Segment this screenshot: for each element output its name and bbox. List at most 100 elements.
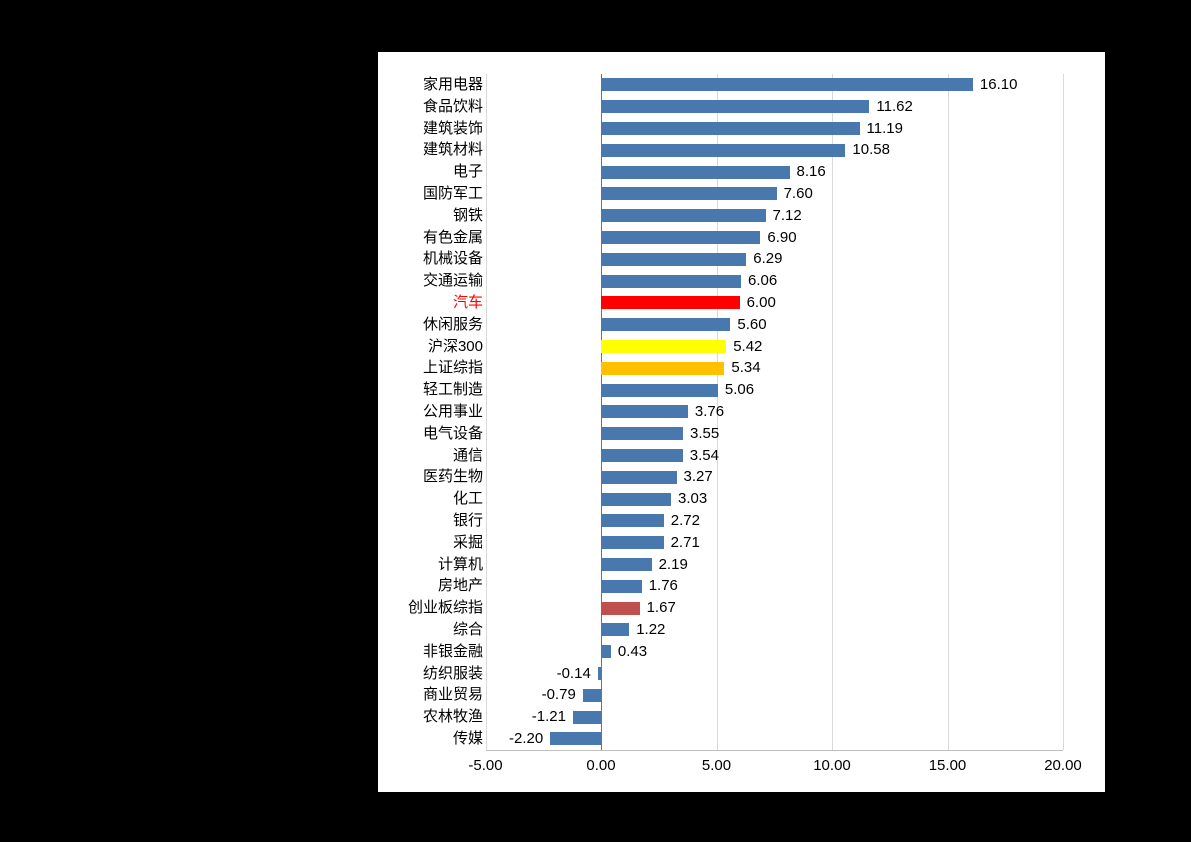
bar — [601, 427, 683, 441]
value-label: 5.60 — [737, 315, 767, 333]
bar — [601, 449, 683, 462]
bar — [573, 710, 601, 724]
value-label: 11.62 — [876, 97, 913, 115]
value-label: 7.60 — [783, 184, 813, 202]
value-label: 6.90 — [767, 228, 797, 246]
bar-chart-panel: -5.00 0.00 5.00 10.00 15.00 20.00 家用电器 16.10 食品饮… — [378, 52, 1105, 792]
value-label: 5.06 — [724, 381, 755, 399]
x-tick-label: 5.00 — [701, 757, 732, 774]
value-label: 1.76 — [648, 577, 678, 595]
value-label: -1.21 — [531, 708, 566, 726]
category-label: 通信 — [452, 446, 483, 464]
gridline — [947, 74, 949, 750]
value-label: 8.16 — [796, 163, 826, 181]
value-label: 10.58 — [852, 141, 890, 159]
value-label: 2.71 — [670, 533, 700, 551]
gridline — [485, 74, 487, 750]
category-label: 食品饮料 — [422, 97, 483, 115]
category-label: 沪深300 — [427, 337, 483, 355]
gridline — [716, 74, 718, 750]
value-label: 6.06 — [748, 272, 778, 290]
category-label: 公用事业 — [422, 402, 483, 420]
value-label: 1.67 — [646, 599, 676, 617]
bar — [601, 340, 727, 353]
x-tick-label: -5.00 — [468, 757, 503, 774]
value-label: 2.19 — [658, 555, 688, 573]
bar — [601, 274, 741, 288]
bar — [601, 143, 846, 157]
bar — [601, 536, 664, 550]
x-axis-line — [485, 750, 1063, 751]
value-label: 0.43 — [617, 642, 648, 660]
category-label: 创业板综指 — [407, 599, 483, 617]
category-label: 轻工制造 — [422, 381, 483, 399]
value-label: 7.12 — [772, 206, 802, 224]
value-label: 5.42 — [733, 337, 763, 355]
category-label: 医药生物 — [422, 468, 483, 486]
category-label: 非银金融 — [422, 642, 483, 660]
value-label: 3.76 — [694, 402, 725, 420]
value-label: 16.10 — [979, 75, 1018, 93]
bar — [601, 579, 642, 593]
category-label: 钢铁 — [452, 206, 483, 224]
x-tick-label: 15.00 — [928, 757, 967, 774]
category-label: 建筑材料 — [422, 141, 483, 159]
category-label: 化工 — [452, 490, 483, 508]
bar — [601, 558, 652, 571]
bar — [582, 688, 601, 702]
category-label: 有色金属 — [422, 228, 483, 246]
gridline — [832, 74, 833, 750]
category-label: 家用电器 — [422, 75, 483, 93]
category-label: 计算机 — [437, 555, 483, 573]
category-label: 国防军工 — [422, 184, 483, 202]
bar — [601, 492, 671, 506]
category-label: 上证综指 — [422, 359, 483, 377]
bar — [601, 122, 860, 135]
value-label: 3.55 — [690, 424, 720, 442]
category-label: 采掘 — [452, 533, 483, 551]
category-label: 汽车 — [452, 293, 483, 311]
x-tick-label: 0.00 — [586, 757, 616, 774]
value-label: 1.22 — [636, 620, 666, 638]
value-label: -0.14 — [556, 664, 591, 682]
category-label: 电气设备 — [422, 424, 483, 442]
bar — [601, 623, 630, 637]
bar — [601, 383, 718, 397]
value-label: -2.20 — [508, 729, 544, 747]
value-label: 3.54 — [689, 446, 719, 464]
category-label: 农林牧渔 — [422, 708, 483, 726]
bar — [601, 78, 973, 92]
category-label: 传媒 — [452, 729, 483, 747]
bar — [601, 405, 688, 419]
bar — [601, 296, 740, 310]
bar — [601, 209, 766, 223]
value-label: 3.03 — [678, 490, 708, 508]
category-label: 电子 — [452, 163, 483, 181]
bar — [601, 100, 870, 114]
value-label: 5.34 — [731, 359, 761, 377]
value-label: 6.29 — [753, 250, 783, 268]
value-label: 6.00 — [746, 293, 776, 311]
bar — [601, 252, 747, 266]
bar — [601, 470, 677, 484]
bar — [601, 187, 777, 201]
category-label: 休闲服务 — [422, 315, 483, 333]
category-label: 综合 — [452, 620, 483, 638]
bar — [601, 645, 611, 659]
bar — [601, 601, 640, 615]
category-label: 银行 — [452, 511, 483, 529]
bar — [601, 318, 731, 332]
x-tick-label: 20.00 — [1044, 757, 1082, 774]
value-label: 11.19 — [866, 119, 903, 137]
category-label: 纺织服装 — [422, 664, 483, 682]
category-label: 建筑装饰 — [422, 119, 483, 137]
bar — [550, 732, 601, 746]
category-label: 商业贸易 — [422, 686, 483, 704]
value-label: -0.79 — [541, 686, 576, 704]
value-label: 2.72 — [670, 511, 700, 529]
bar — [601, 165, 790, 179]
category-label: 机械设备 — [422, 250, 483, 268]
category-label: 交通运输 — [422, 272, 483, 290]
bar — [601, 361, 725, 375]
